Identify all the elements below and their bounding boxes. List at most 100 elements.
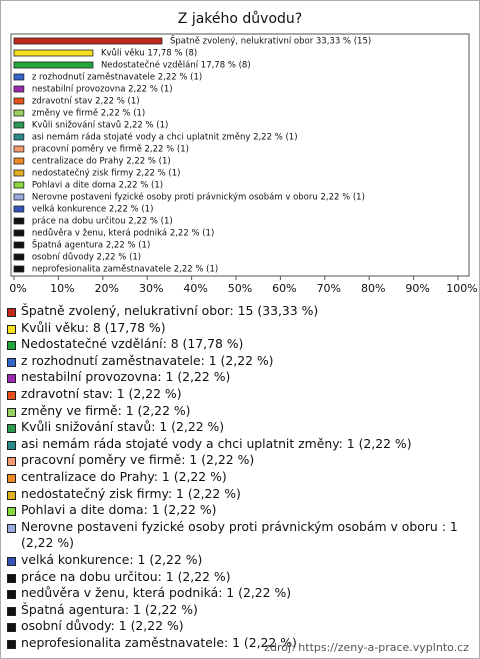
legend-swatch	[7, 590, 16, 600]
legend-swatch	[7, 639, 16, 649]
bar	[13, 97, 25, 105]
legend-item: nestabilní provozovna: 1 (2,22 %)	[7, 369, 471, 386]
bar-label: nedůvěra v ženu, která podniká 2,22 % (1…	[32, 228, 214, 239]
legend: Špatně zvolený, nelukrativní obor: 15 (3…	[7, 303, 471, 651]
bar	[13, 205, 25, 213]
x-tick-label: 50%	[228, 282, 252, 295]
legend-item: velká konkurence: 1 (2,22 %)	[7, 552, 471, 569]
x-tick-label: 20%	[95, 282, 119, 295]
legend-item: Kvůli snižování stavů: 1 (2,22 %)	[7, 419, 471, 436]
legend-label: Nerovne postaveni fyzické osoby proti pr…	[21, 518, 458, 551]
legend-label: nestabilní provozovna: 1 (2,22 %)	[21, 369, 231, 385]
legend-item: neprofesionalita zaměstnavatele: 1 (2,22…	[7, 635, 471, 652]
legend-label: velká konkurence: 1 (2,22 %)	[21, 551, 203, 567]
bar-label: velká konkurence 2,22 % (1)	[32, 205, 154, 215]
legend-swatch	[7, 407, 16, 417]
legend-swatch	[7, 473, 16, 483]
bar-label: Kvůli snižování stavů 2,22 % (1)	[32, 120, 168, 131]
bar	[13, 181, 25, 189]
legend-label: změny ve firmě: 1 (2,22 %)	[21, 402, 191, 418]
legend-label: Kvůli snižování stavů: 1 (2,22 %)	[21, 419, 225, 435]
chart-title: Z jakého důvodu?	[178, 11, 302, 27]
legend-label: z rozhodnutí zaměstnavatele: 1 (2,22 %)	[21, 352, 274, 368]
legend-item: osobní důvody: 1 (2,22 %)	[7, 618, 471, 635]
bar	[13, 109, 25, 117]
legend-swatch	[7, 556, 16, 566]
bar-label: Špatně zvolený, nelukrativní obor 33,33 …	[170, 35, 371, 47]
legend-swatch	[7, 490, 16, 500]
x-tick-label: 0%	[9, 282, 26, 295]
legend-item: Kvůli věku: 8 (17,78 %)	[7, 320, 471, 337]
legend-item: zdravotní stav: 1 (2,22 %)	[7, 386, 471, 403]
bar	[13, 85, 25, 93]
legend-swatch	[7, 507, 16, 517]
x-tick-label: 30%	[139, 282, 163, 295]
legend-label: asi nemám ráda stojaté vody a chci uplat…	[21, 435, 412, 451]
legend-label: centralizace do Prahy: 1 (2,22 %)	[21, 468, 227, 484]
x-tick-label: 60%	[272, 282, 296, 295]
bar	[13, 73, 25, 81]
x-tick-label: 10%	[50, 282, 74, 295]
chart: Z jakého důvodu? 0% 10% 20% 30% 40% 50% 60% 70%…	[9, 11, 477, 295]
bar	[13, 253, 25, 261]
legend-label: osobní důvody: 1 (2,22 %)	[21, 618, 184, 634]
bar-label: Nerovne postaveni fyzické osoby proti pr…	[32, 192, 365, 203]
legend-label: Pohlavi a dite doma: 1 (2,22 %)	[21, 502, 217, 518]
legend-item: Nedostatečné vzdělání: 8 (17,78 %)	[7, 336, 471, 353]
legend-swatch	[7, 424, 16, 434]
legend-swatch	[7, 440, 16, 450]
legend-swatch	[7, 374, 16, 384]
legend-item: Špatná agentura: 1 (2,22 %)	[7, 602, 471, 619]
legend-label: práce na dobu určitou: 1 (2,22 %)	[21, 568, 231, 584]
bar	[13, 241, 25, 249]
bar-label: Špatná agentura 2,22 % (1)	[32, 239, 150, 251]
bar-label: nedostatečný zisk firmy 2,22 % (1)	[32, 168, 181, 179]
bar-label: neprofesionalita zaměstnavatele 2,22 % (…	[32, 265, 218, 275]
bar-label: Kvůli věku 17,78 % (8)	[101, 48, 197, 59]
legend-item: práce na dobu určitou: 1 (2,22 %)	[7, 569, 471, 586]
legend-swatch	[7, 523, 16, 533]
legend-swatch	[7, 308, 16, 317]
bar-label: z rozhodnutí zaměstnavatele 2,22 % (1)	[32, 73, 202, 83]
legend-swatch	[7, 573, 16, 583]
bar	[13, 133, 25, 141]
legend-swatch	[7, 357, 16, 367]
bar	[13, 145, 25, 153]
bar-label: centralizace do Prahy 2,22 % (1)	[32, 157, 171, 167]
bar-label: zdravotní stav 2,22 % (1)	[32, 97, 140, 107]
legend-label: Špatně zvolený, nelukrativní obor: 15 (3…	[21, 303, 319, 318]
bar	[13, 61, 94, 69]
x-tick-label: 80%	[361, 282, 385, 295]
legend-item: nedůvěra v ženu, která podniká: 1 (2,22 …	[7, 585, 471, 602]
bar-label: Pohlavi a dite doma 2,22 % (1)	[32, 181, 163, 191]
legend-swatch	[7, 390, 16, 400]
bar-label: nestabilní provozovna 2,22 % (1)	[32, 85, 173, 95]
legend-label: Nedostatečné vzdělání: 8 (17,78 %)	[21, 336, 244, 352]
bar-label: pracovní poměry ve firmě 2,22 % (1)	[32, 145, 189, 155]
x-tick-label: 90%	[405, 282, 429, 295]
legend-label: nedůvěra v ženu, která podniká: 1 (2,22 …	[21, 585, 292, 601]
legend-item: pracovní poměry ve firmě: 1 (2,22 %)	[7, 452, 471, 469]
bar	[13, 217, 25, 225]
bar-label: práce na dobu určitou 2,22 % (1)	[32, 216, 173, 227]
x-tick-label: 100%	[446, 282, 477, 295]
bar	[13, 169, 25, 177]
legend-swatch	[7, 324, 16, 334]
legend-label: nedostatečný zisk firmy: 1 (2,22 %)	[21, 485, 241, 501]
footer: zdroj: https://zeny-a-prace.vyplnto.cz	[264, 641, 469, 654]
x-tick-label: 40%	[183, 282, 207, 295]
legend-item: asi nemám ráda stojaté vody a chci uplat…	[7, 436, 471, 453]
legend-label: pracovní poměry ve firmě: 1 (2,22 %)	[21, 452, 255, 468]
bar-label: osobní důvody 2,22 % (1)	[32, 252, 141, 263]
legend-swatch	[7, 341, 16, 351]
bar-label: Nedostatečné vzdělání 17,78 % (8)	[101, 60, 251, 71]
bar-label: změny ve firmě 2,22 % (1)	[32, 109, 145, 119]
legend-label: Kvůli věku: 8 (17,78 %)	[21, 319, 166, 335]
bar	[13, 49, 94, 57]
legend-item: centralizace do Prahy: 1 (2,22 %)	[7, 469, 471, 486]
bar	[13, 193, 25, 201]
bar	[13, 37, 163, 45]
x-tick-label: 70%	[317, 282, 341, 295]
bar	[13, 121, 25, 129]
